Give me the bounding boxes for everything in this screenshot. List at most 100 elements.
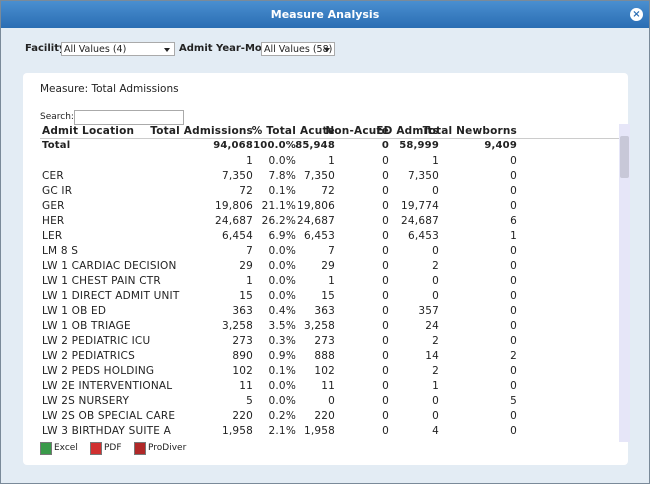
cell: 0	[382, 200, 389, 212]
cell: 0	[382, 410, 389, 422]
cell: 24,687	[297, 215, 335, 227]
cell: 1	[432, 380, 439, 392]
cell: 888	[314, 350, 335, 362]
cell: 2	[432, 260, 439, 272]
cell: 0.0%	[268, 155, 296, 167]
column-header[interactable]: Total Newborns	[422, 125, 517, 137]
total-cell: Total	[42, 140, 71, 151]
cell: 6,453	[303, 230, 335, 242]
scroll-thumb[interactable]	[620, 136, 629, 178]
cell: 0	[382, 155, 389, 167]
export-icon[interactable]	[40, 442, 52, 455]
cell: 0	[432, 410, 439, 422]
cell: 1,958	[221, 425, 253, 437]
cell: 0	[432, 290, 439, 302]
cell: 0	[510, 245, 517, 257]
export-label[interactable]: ProDiver	[148, 443, 187, 453]
cell: 273	[314, 335, 335, 347]
row-label: LW 1 CHEST PAIN CTR	[42, 275, 161, 287]
filter-label: Facility	[25, 43, 66, 54]
cell: 24,687	[215, 215, 253, 227]
cell: 0	[510, 365, 517, 377]
column-header[interactable]: ED Admits	[376, 125, 439, 137]
cell: 0	[510, 335, 517, 347]
cell: 0	[510, 170, 517, 182]
cell: 220	[314, 410, 335, 422]
scrollbar[interactable]	[619, 124, 630, 442]
cell: 0	[382, 305, 389, 317]
export-label[interactable]: Excel	[54, 443, 78, 453]
cell: 2	[432, 335, 439, 347]
filter-select[interactable]: All Values (4)	[61, 42, 175, 56]
cell: 1	[328, 155, 335, 167]
cell: 0.0%	[268, 275, 296, 287]
close-button[interactable]: ×	[630, 8, 643, 21]
cell: 0	[382, 365, 389, 377]
column-header[interactable]: Admit Location	[42, 125, 135, 137]
row-label: HER	[42, 215, 65, 227]
total-cell: 85,948	[295, 140, 335, 151]
cell: 5	[510, 395, 517, 407]
column-header[interactable]: Non-Acute	[325, 125, 389, 137]
measure-label: Measure: Total Admissions	[40, 83, 179, 95]
cell: 6.9%	[268, 230, 296, 242]
cell: 7.8%	[268, 170, 296, 182]
row-label: LW 2 PEDIATRICS	[42, 350, 135, 362]
cell: 1	[246, 275, 253, 287]
cell: 7	[246, 245, 253, 257]
cell: 19,774	[401, 200, 439, 212]
row-label: GC IR	[42, 185, 73, 197]
cell: 14	[425, 350, 439, 362]
row-label: LW 2S OB SPECIAL CARE	[42, 410, 176, 422]
cell: 72	[239, 185, 253, 197]
header-rule	[40, 138, 619, 139]
cell: 4	[432, 425, 439, 437]
cell: 2.1%	[268, 425, 296, 437]
cell: 2	[432, 365, 439, 377]
cell: 0	[432, 245, 439, 257]
cell: 6,454	[221, 230, 253, 242]
total-cell: 100.0%	[253, 140, 296, 151]
cell: 29	[321, 260, 335, 272]
cell: 0.0%	[268, 260, 296, 272]
cell: 7	[328, 245, 335, 257]
search-label: Search:	[40, 112, 74, 122]
cell: 0	[510, 275, 517, 287]
panel: Measure: Total Admissions Search: Admit …	[23, 73, 630, 465]
cell: 11	[239, 380, 253, 392]
export-icon[interactable]	[90, 442, 102, 455]
cell: 0	[510, 260, 517, 272]
column-header[interactable]: Total Admissions	[150, 125, 253, 137]
cell: 7,350	[407, 170, 439, 182]
cell: 0.0%	[268, 245, 296, 257]
cell: 0	[382, 290, 389, 302]
row-label: LW 2 PEDIATRIC ICU	[42, 335, 151, 347]
cell: 11	[321, 380, 335, 392]
cell: 0.0%	[268, 395, 296, 407]
row-label: LM 8 S	[42, 245, 79, 257]
cell: 0	[510, 290, 517, 302]
cell: 0	[382, 170, 389, 182]
cell: 19,806	[297, 200, 335, 212]
cell: 2	[510, 350, 517, 362]
cell: 29	[239, 260, 253, 272]
cell: 24	[425, 320, 439, 332]
total-cell: 94,068	[213, 140, 253, 151]
cell: 1	[510, 230, 517, 242]
cell: 0	[510, 155, 517, 167]
cell: 102	[314, 365, 335, 377]
export-label[interactable]: PDF	[104, 443, 122, 453]
cell: 3.5%	[268, 320, 296, 332]
total-cell: 9,409	[484, 140, 517, 151]
filter-label: Admit Year-Month	[179, 43, 281, 54]
column-header[interactable]: Acute	[300, 125, 335, 137]
cell: 0	[432, 395, 439, 407]
column-header[interactable]: % Total	[251, 125, 296, 137]
search-input[interactable]	[74, 110, 184, 125]
cell: 3,258	[221, 320, 253, 332]
filter-select[interactable]: All Values (58)	[261, 42, 335, 56]
cell: 5	[246, 395, 253, 407]
export-icon[interactable]	[134, 442, 146, 455]
cell: 0	[382, 215, 389, 227]
row-label: LW 1 DIRECT ADMIT UNIT	[42, 290, 180, 302]
